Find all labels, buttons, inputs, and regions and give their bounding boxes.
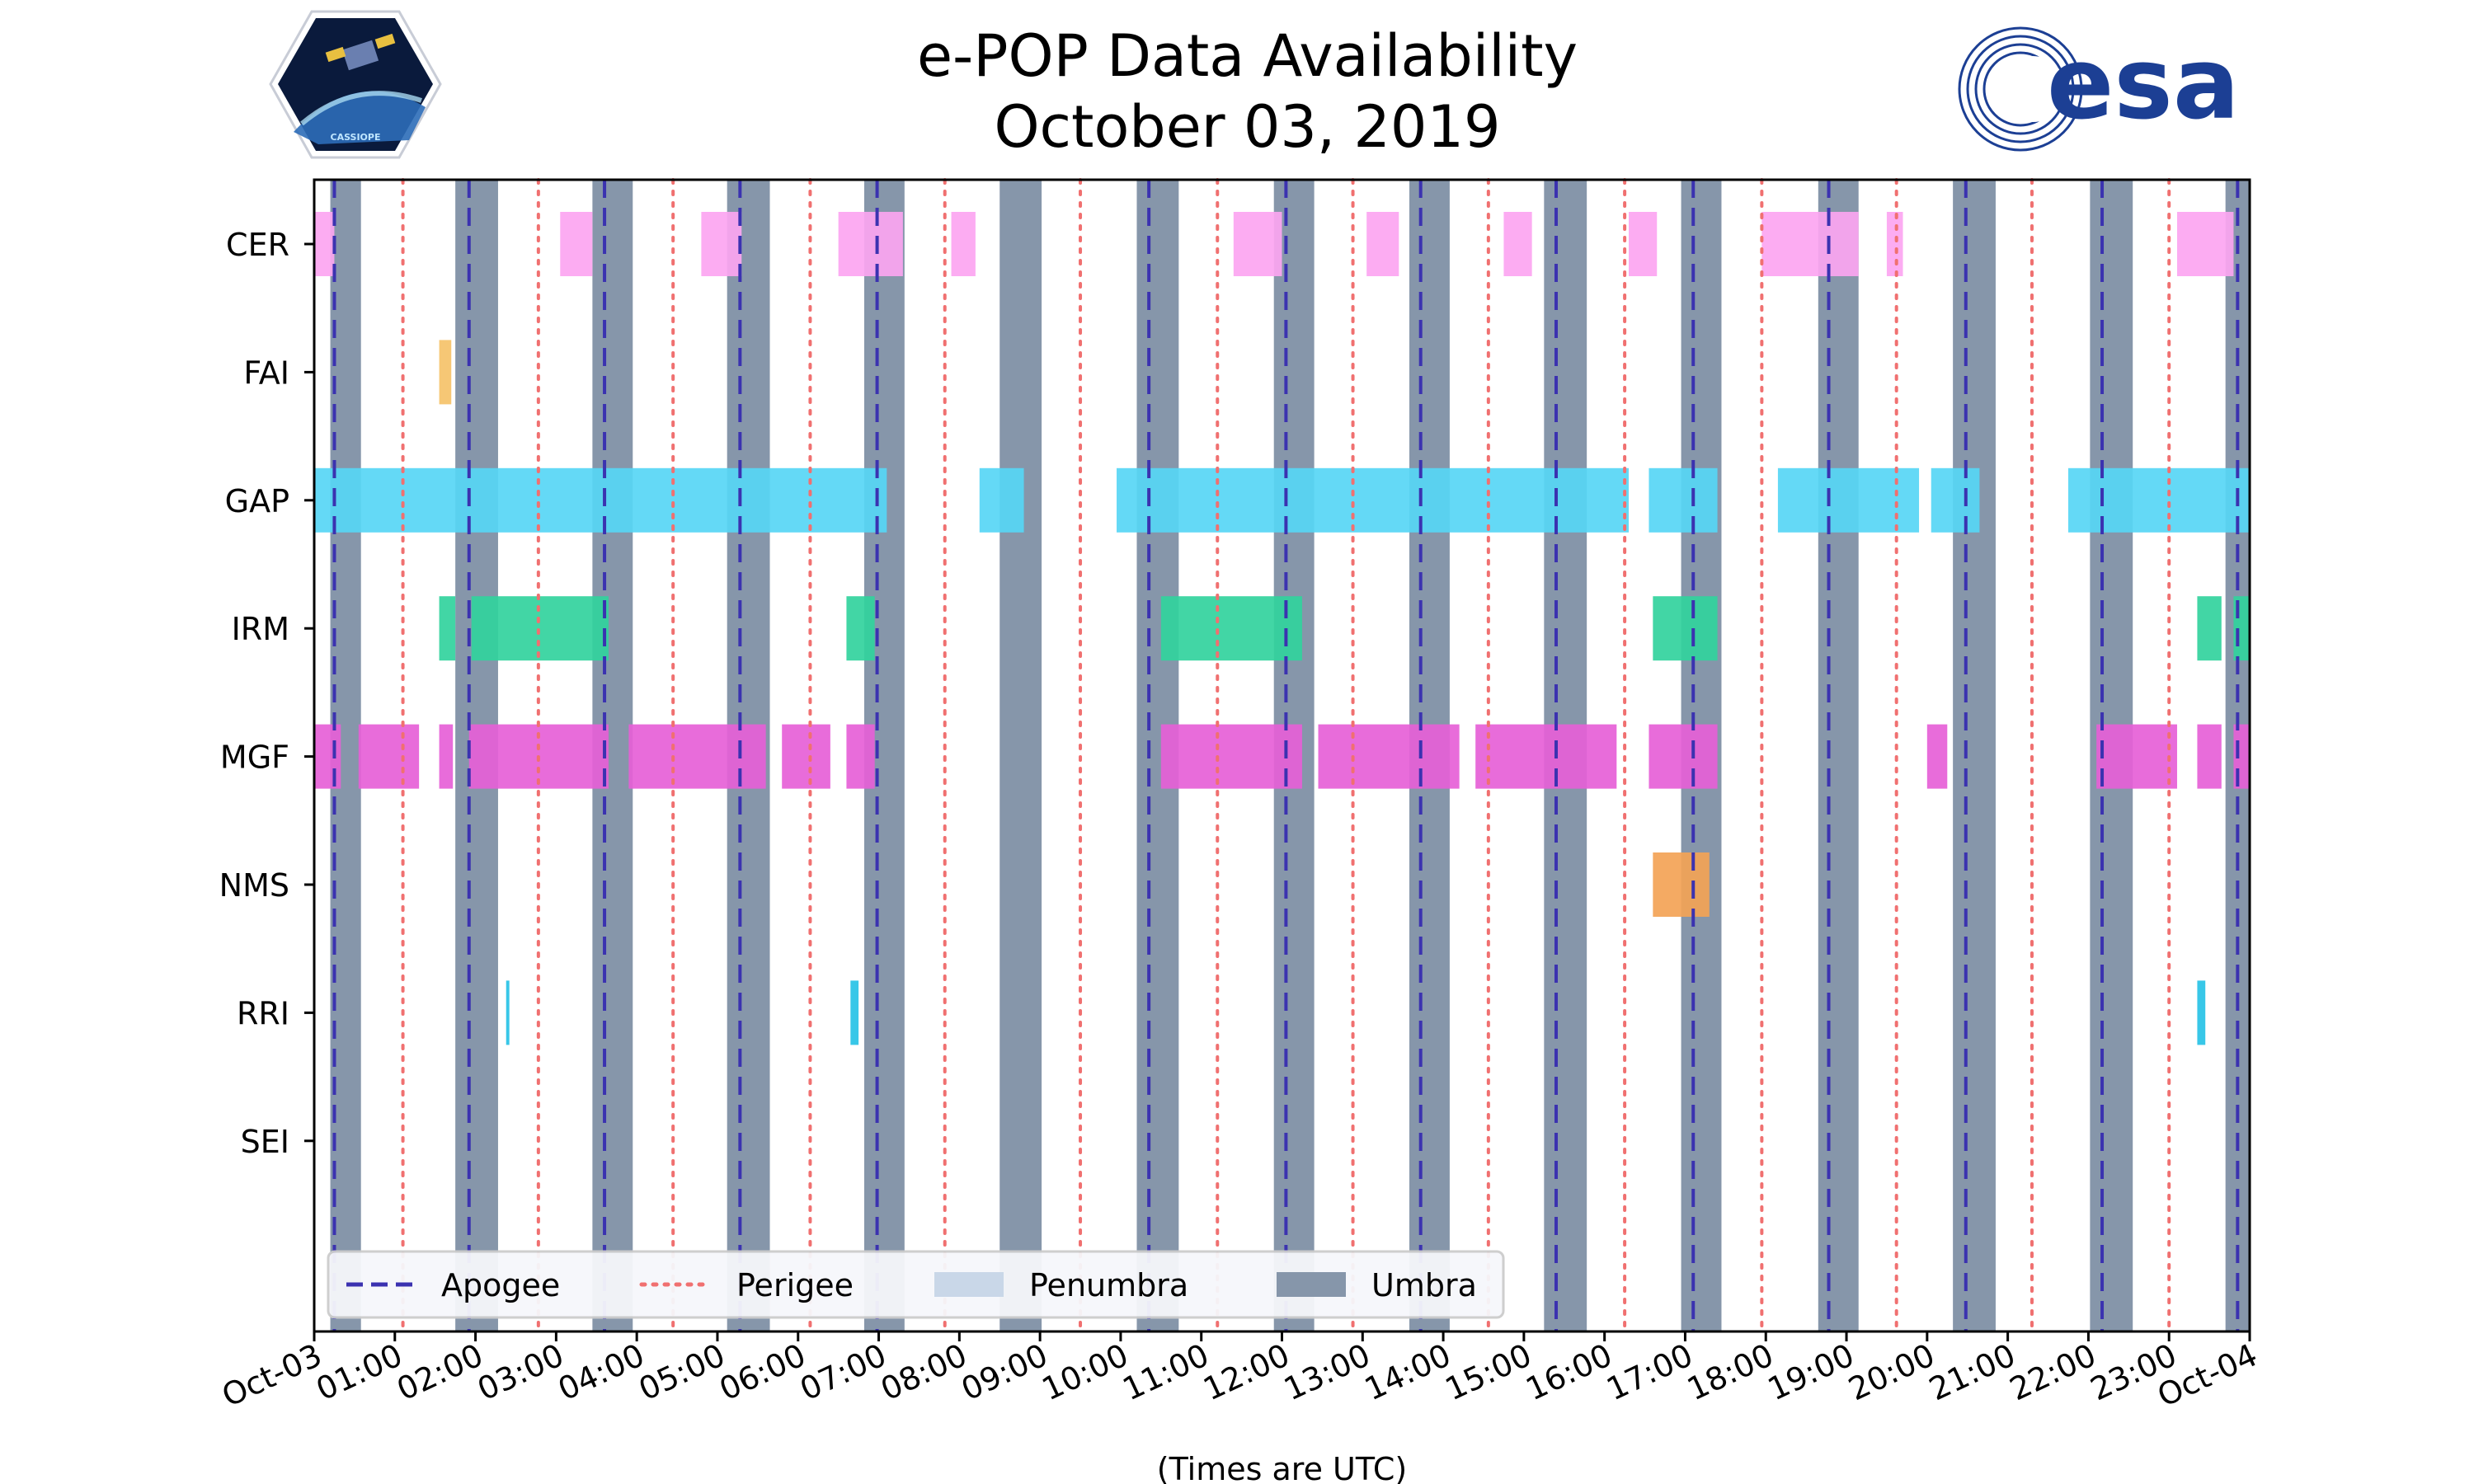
bar-gap — [1649, 467, 1718, 533]
bar-gap — [2067, 467, 2250, 533]
x-tick-label: 01:00 — [311, 1336, 408, 1407]
y-tick-label-irm: IRM — [232, 611, 289, 647]
x-tick-label: 05:00 — [633, 1336, 731, 1407]
bar-mgf — [782, 724, 830, 789]
esa-logo-text: esa — [2047, 27, 2240, 142]
chart-title: e-POP Data Availability October 03, 2019 — [0, 21, 2474, 162]
bar-gap — [979, 467, 1024, 533]
bar-cer — [1761, 212, 1859, 276]
umbra-band — [1953, 180, 1996, 1331]
x-tick-label: 09:00 — [956, 1336, 1053, 1407]
y-tick-label-fai: FAI — [243, 355, 289, 391]
x-tick-label: 12:00 — [1197, 1336, 1295, 1407]
bar-mgf — [1475, 724, 1617, 789]
y-tick-label-cer: CER — [226, 227, 289, 263]
chart-title-line-2: October 03, 2019 — [994, 93, 1501, 161]
x-tick-label: 20:00 — [1843, 1336, 1940, 1407]
bar-rri — [2197, 980, 2206, 1045]
bar-cer — [560, 212, 593, 276]
y-tick-label-nms: NMS — [219, 867, 289, 904]
bar-irm — [846, 596, 875, 661]
bar-gap — [1117, 467, 1630, 533]
bar-cer — [1886, 212, 1903, 276]
bar-irm — [471, 596, 609, 661]
bar-cer — [2176, 212, 2234, 276]
bar-mgf — [628, 724, 766, 789]
bar-cer — [314, 212, 335, 276]
bar-cer — [1629, 212, 1658, 276]
y-tick-label-gap: GAP — [225, 483, 289, 519]
y-tick-label-mgf: MGF — [220, 740, 289, 776]
x-tick-label: 18:00 — [1681, 1336, 1779, 1407]
bar-gap — [1777, 467, 1920, 533]
x-tick-label: 04:00 — [553, 1336, 650, 1407]
x-tick-label: 08:00 — [875, 1336, 972, 1407]
x-tick-label: 16:00 — [1521, 1336, 1618, 1407]
x-tick-label: 06:00 — [714, 1336, 811, 1407]
bar-rri — [506, 980, 510, 1045]
legend-label-apogee: Apogee — [441, 1267, 560, 1303]
legend: Apogee Perigee Penumbra Umbra — [327, 1250, 1505, 1319]
x-tick-label: 15:00 — [1440, 1336, 1537, 1407]
x-tick-label: 14:00 — [1359, 1336, 1456, 1407]
bar-mgf — [314, 724, 341, 789]
chart-title-line-1: e-POP Data Availability — [916, 22, 1578, 90]
bar-gap — [1931, 467, 1980, 533]
y-tick-label-sei: SEI — [241, 1124, 289, 1160]
bar-mgf — [846, 724, 875, 789]
x-tick-label: 19:00 — [1762, 1336, 1860, 1407]
x-tick-label: 02:00 — [392, 1336, 489, 1407]
bar-nms — [1653, 852, 1710, 917]
umbra-band — [999, 180, 1042, 1331]
legend-swatch-umbra — [1277, 1272, 1346, 1297]
bar-irm — [1160, 596, 1302, 661]
bar-mgf — [1160, 724, 1302, 789]
bar-cer — [951, 212, 976, 276]
bar-gap — [314, 467, 887, 533]
x-tick-label: 22:00 — [2004, 1336, 2101, 1407]
legend-swatch-penumbra — [934, 1272, 1004, 1297]
bar-mgf — [439, 724, 454, 789]
bar-cer — [1366, 212, 1399, 276]
x-tick-label: 07:00 — [794, 1336, 891, 1407]
bar-cer — [701, 212, 742, 276]
legend-label-penumbra: Penumbra — [1029, 1267, 1188, 1303]
bar-mgf — [1649, 724, 1718, 789]
x-tick-label: 03:00 — [472, 1336, 569, 1407]
legend-box — [327, 1250, 1505, 1319]
cassiope-mission-logo: CASSIOPE — [269, 10, 442, 159]
cassiope-logo-text: CASSIOPE — [331, 132, 381, 143]
bar-rri — [850, 980, 859, 1045]
x-tick-label: 13:00 — [1278, 1336, 1376, 1407]
x-tick-label: 21:00 — [1924, 1336, 2021, 1407]
x-axis-label: (Times are UTC) — [1157, 1451, 1407, 1484]
x-tick-label: 11:00 — [1117, 1336, 1215, 1407]
esa-logo: esa — [1958, 26, 2240, 152]
legend-label-umbra: Umbra — [1371, 1267, 1477, 1303]
bar-fai — [439, 340, 452, 405]
y-tick-label-rri: RRI — [237, 995, 289, 1031]
bar-cer — [838, 212, 903, 276]
bar-mgf — [358, 724, 420, 789]
availability-bars — [314, 178, 2250, 1333]
bar-irm — [439, 596, 456, 661]
umbra-band — [1818, 180, 1859, 1331]
x-tick-label: 10:00 — [1037, 1336, 1134, 1407]
x-tick-label: 17:00 — [1601, 1336, 1698, 1407]
bar-irm — [1653, 596, 1718, 661]
bar-cer — [1503, 212, 1532, 276]
bar-cer — [1233, 212, 1282, 276]
bar-mgf — [1318, 724, 1460, 789]
bar-mgf — [1926, 724, 1948, 789]
bar-mgf — [2197, 724, 2222, 789]
legend-label-perigee: Perigee — [736, 1267, 854, 1303]
bar-irm — [2197, 596, 2222, 661]
bar-mgf — [2096, 724, 2177, 789]
